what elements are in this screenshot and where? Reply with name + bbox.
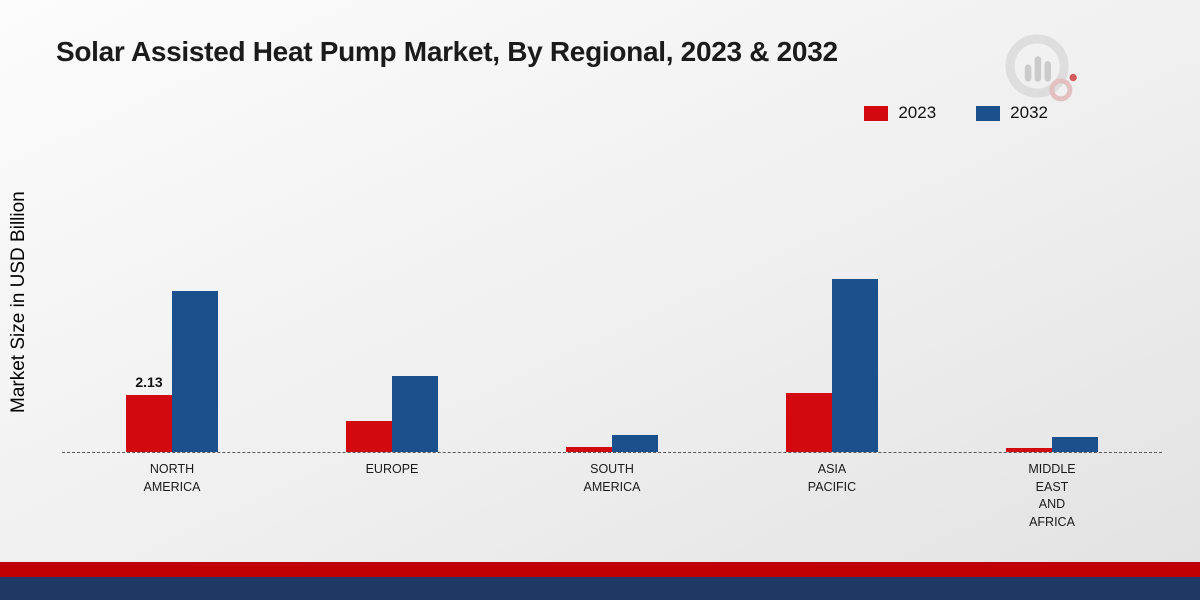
category-label-europe: EUROPE [365,462,419,476]
footer-navy-strip [0,577,1200,600]
bar-group-asia-pacific: ASIA PACIFIC [722,150,942,494]
logo-ring [1005,34,1069,98]
legend: 2023 2032 [864,103,1048,123]
legend-item-2032: 2032 [976,103,1048,123]
bar-pair-middle-east-and-africa [1006,437,1098,452]
bar-2032-north-america [172,291,218,452]
bar-2023-europe [346,420,392,452]
y-axis-label: Market Size in USD Billion [8,191,29,414]
brand-logo [1000,30,1084,112]
category-label-south-america: SOUTH AMERICA [583,462,641,494]
plot-area: 2.13 NORTH AMERICA EUROPE SOUTH AMERICA ASIA… [62,150,1162,529]
bar-group-europe: EUROPE [282,150,502,476]
bar-group-south-america: SOUTH AMERICA [502,150,722,494]
logo-bar-icon [1024,64,1032,82]
x-axis-line [62,452,1162,453]
footer-red-strip [0,562,1200,577]
bar-pair-south-america [566,435,658,452]
bar-group-north-america: 2.13 NORTH AMERICA [62,150,282,494]
bar-2032-asia-pacific [832,279,878,452]
bar-value-label: 2.13 [135,373,163,390]
category-label-north-america: NORTH AMERICA [143,462,201,494]
category-label-asia-pacific: ASIA PACIFIC [807,462,857,494]
bar-group-middle-east-and-africa: MIDDLE EAST AND AFRICA [942,150,1162,529]
chart-title: Solar Assisted Heat Pump Market, By Regi… [56,36,838,67]
bar-2023-north-america: 2.13 [126,374,172,452]
logo-bar-icon [1034,56,1042,82]
bar-pair-europe [346,376,438,452]
bar-2032-middle-east-and-africa [1052,437,1098,452]
legend-swatch-2023 [864,105,889,121]
legend-item-2023: 2023 [864,103,936,123]
bar-pair-asia-pacific [786,279,878,452]
brand-logo-graphic [1005,34,1077,102]
logo-bar-icon [1044,61,1052,82]
bar-2032-south-america [612,435,658,452]
legend-label-2023: 2023 [898,103,937,122]
bar-2032-europe [392,376,438,452]
bar-2023-south-america [566,447,612,452]
logo-red-dot [1069,73,1077,82]
bar-2023-middle-east-and-africa [1006,448,1052,452]
legend-label-2032: 2032 [1010,103,1048,122]
bar-pair-north-america: 2.13 [126,291,218,452]
bar-2023-asia-pacific [786,392,832,452]
legend-swatch-2032 [976,105,1001,121]
category-label-middle-east-and-africa: MIDDLE EAST AND AFRICA [1028,462,1076,529]
logo-magnifier-icon [1049,78,1073,102]
